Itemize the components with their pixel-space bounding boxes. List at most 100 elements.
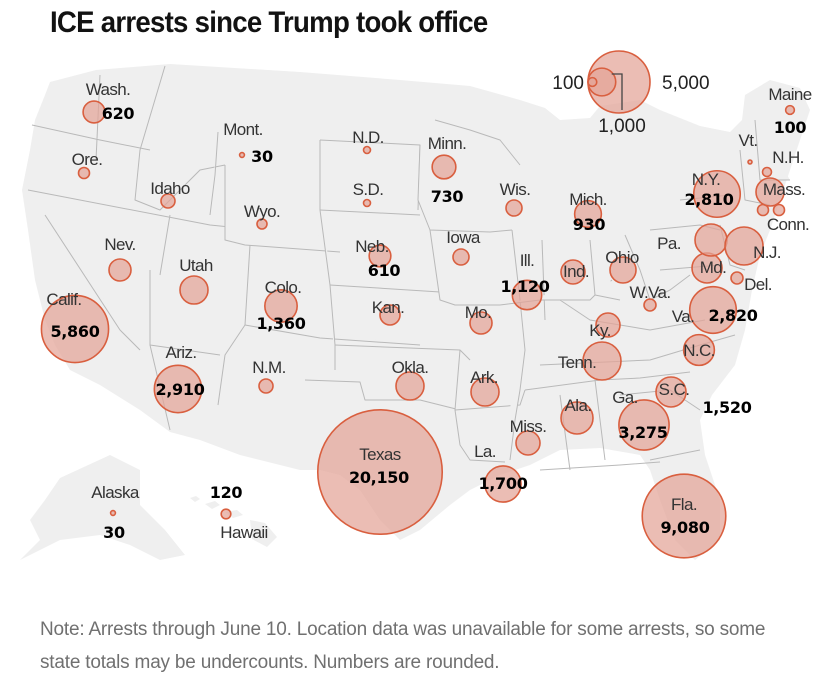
bubble-ky xyxy=(595,312,621,338)
state-border xyxy=(524,371,691,391)
state-label-ma: Mass. xyxy=(763,180,805,199)
value-label-nc: 1,520 xyxy=(702,398,751,417)
footnote: Note: Arrests through June 10. Location … xyxy=(40,619,766,673)
bubble-fl xyxy=(641,473,727,559)
value-label-fl: 9,080 xyxy=(660,518,709,537)
state-label-ct: Conn. xyxy=(767,215,809,234)
state-label-tn: Tenn. xyxy=(558,353,597,372)
bubble-ak xyxy=(109,509,117,517)
state-label-id: Idaho xyxy=(150,179,190,198)
bubble-ar xyxy=(470,377,500,407)
bubble-ms xyxy=(515,430,541,456)
state-label-ne: Neb. xyxy=(355,237,389,256)
value-label-tx: 20,150 xyxy=(349,468,409,487)
state-border xyxy=(594,379,606,461)
bubble-me xyxy=(784,104,796,116)
state-label-la: La. xyxy=(474,442,496,461)
state-label-mn: Minn. xyxy=(428,134,467,153)
bubble-mi xyxy=(573,199,603,229)
value-label-wa: 620 xyxy=(102,104,135,123)
bubble-sd xyxy=(362,198,372,208)
state-label-mo: Mo. xyxy=(465,303,492,322)
alaska-landmass xyxy=(20,455,185,560)
state-label-pa: Pa. xyxy=(657,234,681,253)
land-layer xyxy=(20,64,810,560)
state-label-ny: N.Y. xyxy=(692,170,720,189)
value-label-ak: 30 xyxy=(103,523,125,542)
state-label-ut: Utah xyxy=(179,256,213,275)
state-border xyxy=(159,214,171,276)
legend-leader-line xyxy=(611,73,623,110)
value-label-il: 1,120 xyxy=(500,277,549,296)
bubble-ut xyxy=(179,275,209,305)
bubble-az xyxy=(153,364,203,414)
bubble-mt xyxy=(238,151,246,159)
bubble-ga xyxy=(618,399,670,451)
value-label-ny: 2,810 xyxy=(684,190,733,209)
bubble-nm xyxy=(258,378,274,394)
value-label-ga: 3,275 xyxy=(618,423,667,442)
bubble-oh xyxy=(609,256,637,284)
bubble-co xyxy=(264,289,298,323)
bubble-in xyxy=(560,259,586,285)
state-label-in: Ind. xyxy=(563,262,589,281)
value-label-ca: 5,860 xyxy=(50,322,99,341)
bubble-wi xyxy=(505,199,523,217)
bubble-ny xyxy=(692,169,742,219)
bubble-sc xyxy=(655,376,687,408)
state-label-md: Md. xyxy=(700,258,727,277)
bubble-layer xyxy=(40,100,796,559)
state-label-ga: Ga. xyxy=(612,388,638,407)
bubble-nh xyxy=(761,166,773,178)
legend-label-100: 100 xyxy=(552,73,584,94)
state-label-ks: Kan. xyxy=(372,298,405,317)
legend-label-5000: 5,000 xyxy=(662,73,710,94)
state-label-ky: Ky. xyxy=(589,321,611,340)
state-label-hi: Hawaii xyxy=(220,523,267,542)
legend-label-1000: 1,000 xyxy=(598,116,646,137)
state-border xyxy=(319,209,421,216)
bubble-ok xyxy=(395,371,425,401)
bubble-de xyxy=(730,271,744,285)
bubble-id xyxy=(160,193,176,209)
bubble-nd xyxy=(362,145,372,155)
bubble-wa xyxy=(82,100,106,124)
size-legend: 100 1,000 5,000 xyxy=(552,50,710,137)
bubble-mn xyxy=(431,154,457,180)
state-label-mi: Mich. xyxy=(569,190,607,209)
state-label-nh: N.H. xyxy=(772,148,804,167)
value-label-ne: 610 xyxy=(368,261,401,280)
bubble-ma xyxy=(755,177,785,207)
state-label-wy: Wyo. xyxy=(244,202,280,221)
bubble-al xyxy=(560,401,594,435)
state-label-il: Ill. xyxy=(520,251,535,270)
state-border xyxy=(589,239,621,301)
state-border xyxy=(224,165,341,253)
state-label-vt: Vt. xyxy=(739,131,758,150)
bubble-ks xyxy=(379,304,401,326)
state-label-ar: Ark. xyxy=(470,368,498,387)
legend-circle-100 xyxy=(587,76,598,88)
state-label-sd: S.D. xyxy=(353,180,384,199)
bubble-hi xyxy=(220,508,232,520)
value-label-co: 1,360 xyxy=(256,314,305,333)
state-label-ia: Iowa xyxy=(446,228,481,247)
state-label-ca: Calif. xyxy=(46,290,81,309)
bubble-wv xyxy=(643,298,657,312)
value-label-me: 100 xyxy=(774,118,807,137)
bubble-nj xyxy=(724,226,764,266)
hawaii-landmass xyxy=(190,496,277,547)
value-label-hi: 120 xyxy=(210,483,243,502)
state-label-wv: W.Va. xyxy=(629,283,670,302)
state-label-me: Maine xyxy=(768,85,811,104)
state-label-mt: Mont. xyxy=(223,120,263,139)
bubble-ri xyxy=(772,203,786,217)
state-label-wa: Wash. xyxy=(86,80,131,99)
state-label-sc: S.C. xyxy=(659,380,690,399)
state-label-az: Ariz. xyxy=(165,343,196,362)
bubble-vt xyxy=(747,159,753,165)
state-border xyxy=(134,65,226,211)
bubble-mo xyxy=(469,311,493,335)
state-border xyxy=(217,244,251,406)
bubble-tn xyxy=(582,341,622,381)
